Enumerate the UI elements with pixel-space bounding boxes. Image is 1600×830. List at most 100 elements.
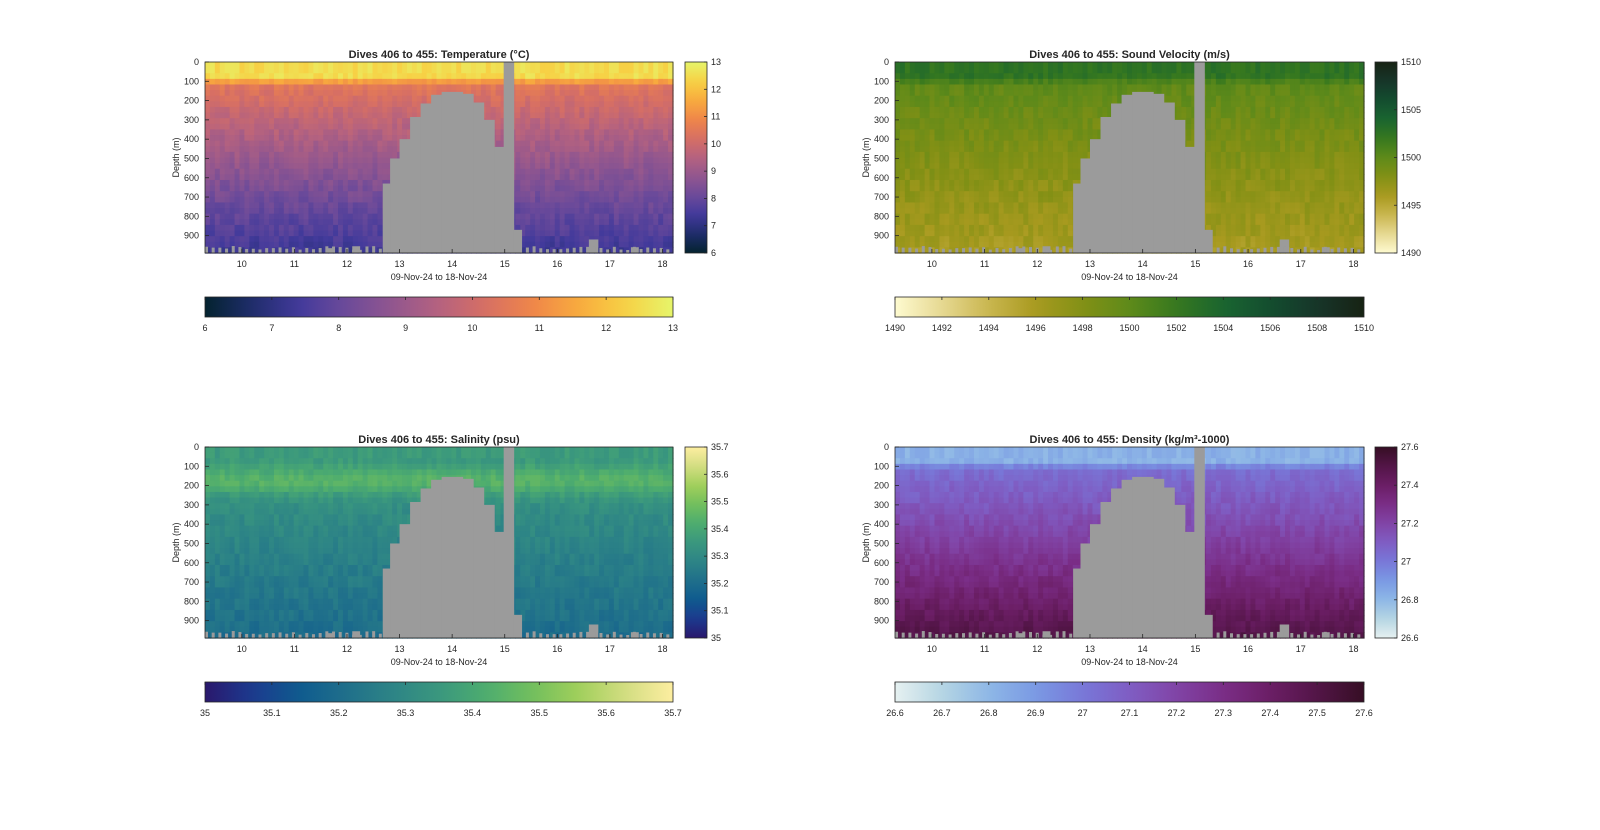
heatmap-cell [495,84,502,91]
heatmap-cell [377,106,383,114]
heatmap-cell [633,84,640,91]
heatmap-cell [599,73,605,80]
heatmap-cell [1033,146,1039,153]
heatmap-cell [988,230,995,237]
heatmap-cell [643,135,649,142]
heatmap-cell [554,236,561,243]
heatmap-cell [535,62,541,69]
heatmap-cell [352,196,359,204]
heatmap-cell [668,90,674,97]
heatmap-cell [234,241,241,248]
heatmap-cell [249,196,255,204]
heatmap-cell [1062,230,1069,237]
heatmap-cell [367,224,374,232]
heatmap-cell [278,129,285,136]
heatmap-cell [589,163,595,170]
heatmap-cell [249,179,255,187]
heatmap-cell [254,123,260,131]
heatmap-cell [653,219,659,226]
heatmap-cell [520,78,526,86]
heatmap-cell [273,202,280,209]
heatmap-cell [1008,84,1015,91]
heatmap-cell [525,157,531,164]
heatmap-cell [643,78,649,86]
no-data-block [311,249,315,253]
heatmap-cell [347,129,354,136]
heatmap-cell [658,196,664,204]
heatmap-cell [939,101,945,108]
heatmap-cell [949,151,955,159]
heatmap-cell [633,151,640,159]
heatmap-cell [298,90,305,97]
heatmap-cell [1087,73,1094,80]
heatmap-cell [1028,224,1034,232]
heatmap-cell [658,241,664,248]
heatmap-cell [939,112,945,119]
heatmap-cell [318,157,324,164]
heatmap-cell [1077,67,1084,74]
heatmap-cell [214,95,221,102]
no-data-block [410,116,422,253]
heatmap-cell [554,174,561,181]
heatmap-cell [525,213,531,220]
heatmap-cell [579,78,585,86]
heatmap-cell [308,247,314,254]
heatmap-cell [490,78,497,86]
heatmap-cell [387,140,393,147]
heatmap-cell [264,135,270,142]
heatmap-cell [668,112,674,119]
heatmap-cell [495,95,502,102]
heatmap-cell [288,123,295,131]
heatmap-cell [1102,101,1108,108]
heatmap-cell [342,67,349,74]
heatmap-cell [648,146,654,153]
heatmap-cell [318,224,324,232]
heatmap-cell [362,62,369,69]
heatmap-cell [328,163,334,170]
heatmap-cell [362,230,369,237]
heatmap-cell [239,185,246,192]
heatmap-cell [594,135,600,142]
heatmap-cell [909,157,916,164]
heatmap-cell [224,208,231,215]
heatmap-cell [530,135,536,142]
heatmap-cell [298,67,305,74]
heatmap-cell [628,106,635,114]
heatmap-cell [559,241,566,248]
heatmap-cell [959,118,965,125]
heatmap-cell [298,157,305,164]
heatmap-cell [367,112,374,119]
heatmap-cell [347,163,354,170]
heatmap-cell [535,84,541,91]
heatmap-cell [333,84,339,91]
heatmap-cell [347,174,354,181]
heatmap-cell [1062,135,1069,142]
heatmap-cell [382,67,388,74]
heatmap-cell [283,224,290,232]
heatmap-cell [648,106,654,114]
heatmap-cell [500,95,507,102]
heatmap-cell [500,123,507,131]
heatmap-cell [313,73,319,80]
heatmap-cell [387,146,393,153]
heatmap-cell [249,101,255,108]
heatmap-cell [939,106,945,114]
heatmap-cell [973,230,980,237]
heatmap-cell [929,84,936,91]
heatmap-cell [239,146,246,153]
heatmap-cell [229,118,236,125]
heatmap-cell [293,179,300,187]
heatmap-cell [643,140,649,147]
heatmap-cell [1018,236,1024,243]
heatmap-cell [668,174,674,181]
heatmap-cell [643,67,649,74]
heatmap-cell [1038,112,1044,119]
heatmap-cell [535,78,541,86]
heatmap-cell [924,185,931,192]
heatmap-cell [559,230,566,237]
heatmap-cell [1052,236,1059,243]
heatmap-cell [461,73,467,80]
heatmap-cell [515,62,521,69]
heatmap-cell [530,151,536,159]
heatmap-cell [273,224,280,232]
